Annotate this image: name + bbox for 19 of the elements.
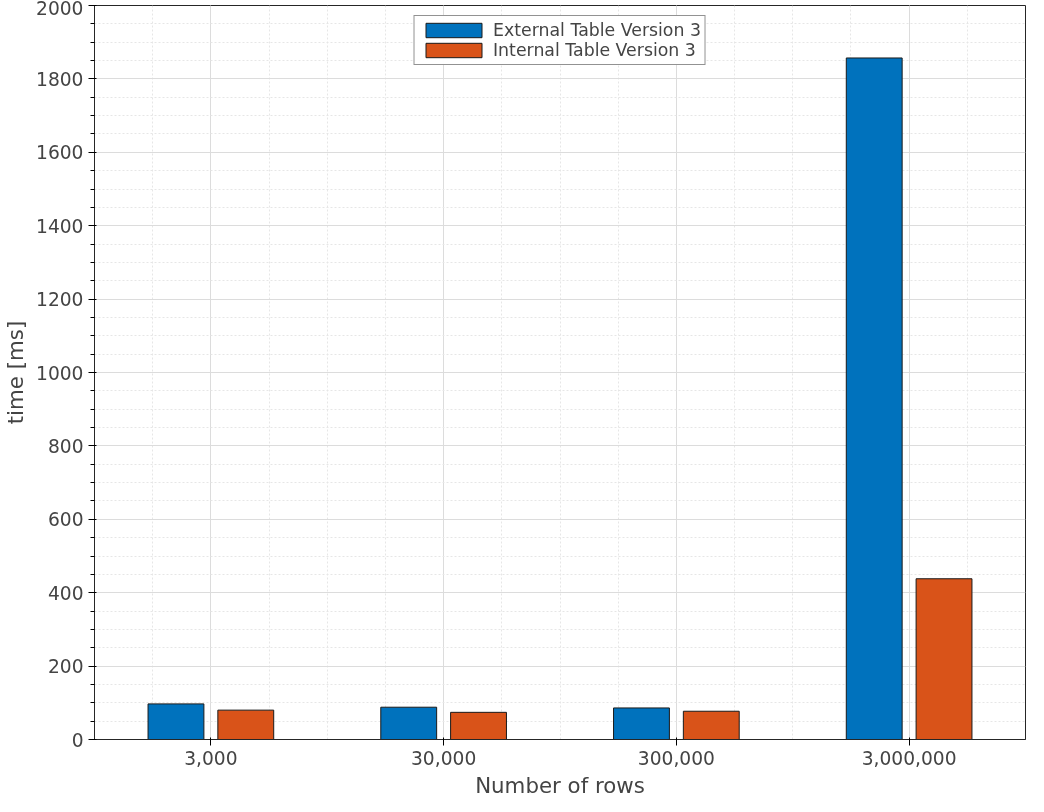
x-tick-label: 30,000 — [410, 747, 477, 769]
x-tick-label: 3,000,000 — [861, 747, 957, 769]
legend-label: External Table Version 3 — [493, 20, 701, 40]
y-tick-label: 1200 — [36, 289, 84, 311]
y-tick-label: 600 — [47, 509, 84, 531]
y-tick-label: 200 — [47, 656, 84, 678]
x-axis-title: Number of rows — [475, 772, 645, 798]
y-tick-label: 1600 — [36, 142, 84, 164]
y-tick-label: 1000 — [36, 362, 84, 384]
y-tick-label: 800 — [47, 435, 84, 457]
x-tick-label: 300,000 — [637, 747, 715, 769]
y-tick-label: 2000 — [36, 0, 84, 19]
y-tick-label: 1800 — [36, 68, 84, 90]
y-axis-title: time [ms] — [3, 320, 29, 425]
y-tick-label: 1400 — [36, 215, 84, 237]
y-tick-label: 400 — [47, 582, 84, 604]
x-tick-label: 3,000 — [184, 747, 238, 769]
legend-label: Internal Table Version 3 — [493, 40, 696, 60]
y-tick-label: 0 — [71, 729, 84, 751]
